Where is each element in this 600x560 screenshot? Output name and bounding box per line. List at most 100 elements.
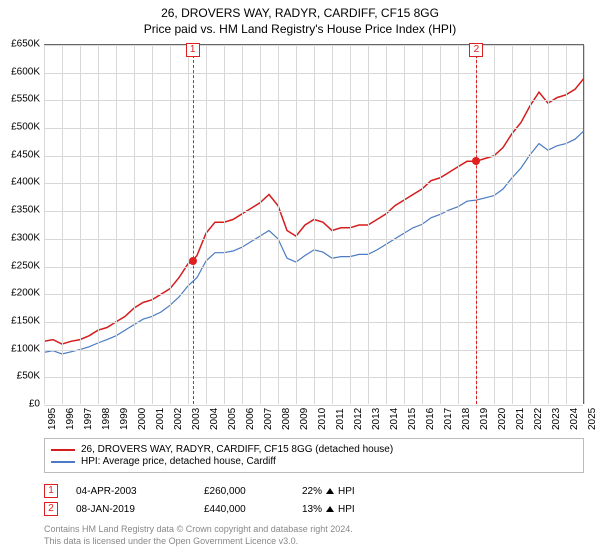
sale-price: £260,000 [204, 486, 284, 497]
chart-subtitle: Price paid vs. HM Land Registry's House … [0, 22, 600, 36]
gridline-v [368, 45, 369, 404]
sale-delta: 13% HPI [302, 504, 392, 515]
legend: 26, DROVERS WAY, RADYR, CARDIFF, CF15 8G… [44, 438, 584, 473]
x-axis-label: 2007 [263, 408, 274, 430]
x-axis-label: 1997 [83, 408, 94, 430]
gridline-v [134, 45, 135, 404]
gridline-v [98, 45, 99, 404]
footer-attribution: Contains HM Land Registry data © Crown c… [44, 524, 584, 547]
sale-marker-box: 1 [44, 484, 58, 498]
sale-marker-box: 2 [44, 502, 58, 516]
legend-item: 26, DROVERS WAY, RADYR, CARDIFF, CF15 8G… [51, 444, 577, 455]
gridline-v [296, 45, 297, 404]
legend-swatch [51, 449, 75, 451]
x-axis-label: 2010 [317, 408, 328, 430]
y-axis-label: £100K [11, 343, 40, 354]
sale-delta-vs: HPI [338, 504, 355, 515]
y-axis-label: £0 [29, 399, 40, 410]
y-axis-label: £550K [11, 94, 40, 105]
x-axis-label: 2000 [137, 408, 148, 430]
x-axis-label: 2025 [587, 408, 598, 430]
x-axis-label: 2018 [461, 408, 472, 430]
title-block: 26, DROVERS WAY, RADYR, CARDIFF, CF15 8G… [0, 0, 600, 40]
sale-date: 08-JAN-2019 [76, 504, 186, 515]
gridline-v [350, 45, 351, 404]
x-axis-label: 2020 [497, 408, 508, 430]
x-axis-label: 2019 [479, 408, 490, 430]
sale-marker-label: 1 [186, 43, 200, 57]
gridline-v [584, 45, 585, 404]
x-axis-label: 2006 [245, 408, 256, 430]
x-axis-label: 2012 [353, 408, 364, 430]
y-axis-label: £350K [11, 205, 40, 216]
y-axis-label: £300K [11, 232, 40, 243]
gridline-v [80, 45, 81, 404]
footer-line: This data is licensed under the Open Gov… [44, 536, 584, 548]
sale-row: 2 08-JAN-2019 £440,000 13% HPI [44, 502, 584, 516]
y-axis-label: £200K [11, 288, 40, 299]
y-axis-label: £600K [11, 66, 40, 77]
x-axis-label: 2001 [155, 408, 166, 430]
gridline-v [548, 45, 549, 404]
y-axis-label: £650K [11, 39, 40, 50]
x-axis-label: 2022 [533, 408, 544, 430]
chart-container: 26, DROVERS WAY, RADYR, CARDIFF, CF15 8G… [0, 0, 600, 560]
gridline-v [242, 45, 243, 404]
x-axis-label: 2014 [389, 408, 400, 430]
sale-row: 1 04-APR-2003 £260,000 22% HPI [44, 484, 584, 498]
footer-line: Contains HM Land Registry data © Crown c… [44, 524, 584, 536]
x-axis-labels: 1995199619971998199920002001200220032004… [44, 404, 584, 434]
x-axis-label: 2023 [551, 408, 562, 430]
gridline-v [206, 45, 207, 404]
y-axis-label: £150K [11, 315, 40, 326]
gridline-v [62, 45, 63, 404]
x-axis-label: 2011 [335, 408, 346, 430]
gridline-v [152, 45, 153, 404]
gridline-v [458, 45, 459, 404]
gridline-v [314, 45, 315, 404]
sale-price: £440,000 [204, 504, 284, 515]
sale-delta-vs: HPI [338, 486, 355, 497]
sale-date: 04-APR-2003 [76, 486, 186, 497]
legend-swatch [51, 461, 75, 463]
sales-table: 1 04-APR-2003 £260,000 22% HPI 2 08-JAN-… [44, 480, 584, 520]
x-axis-label: 1996 [65, 408, 76, 430]
gridline-v [422, 45, 423, 404]
arrow-up-icon [326, 506, 334, 512]
y-axis-labels: £0£50K£100K£150K£200K£250K£300K£350K£400… [0, 44, 42, 404]
y-axis-label: £450K [11, 149, 40, 160]
plot-area: 12 [44, 44, 584, 404]
gridline-v [116, 45, 117, 404]
sale-vline [476, 45, 477, 404]
x-axis-label: 2024 [569, 408, 580, 430]
sale-marker-dot [472, 157, 480, 165]
x-axis-label: 2021 [515, 408, 526, 430]
x-axis-label: 2002 [173, 408, 184, 430]
sale-vline [193, 45, 194, 404]
gridline-v [224, 45, 225, 404]
sale-delta: 22% HPI [302, 486, 392, 497]
sale-marker-dot [189, 257, 197, 265]
sale-delta-pct: 22% [302, 486, 322, 497]
gridline-v [332, 45, 333, 404]
x-axis-label: 2016 [425, 408, 436, 430]
gridline-v [188, 45, 189, 404]
y-axis-label: £500K [11, 122, 40, 133]
y-axis-label: £50K [17, 371, 40, 382]
x-axis-label: 2008 [281, 408, 292, 430]
x-axis-label: 1999 [119, 408, 130, 430]
gridline-v [494, 45, 495, 404]
sale-marker-label: 2 [469, 43, 483, 57]
x-axis-label: 2005 [227, 408, 238, 430]
gridline-v [260, 45, 261, 404]
x-axis-label: 2017 [443, 408, 454, 430]
legend-item: HPI: Average price, detached house, Card… [51, 456, 577, 467]
gridline-v [512, 45, 513, 404]
x-axis-label: 2013 [371, 408, 382, 430]
x-axis-label: 2003 [191, 408, 202, 430]
x-axis-label: 2009 [299, 408, 310, 430]
arrow-up-icon [326, 488, 334, 494]
gridline-v [566, 45, 567, 404]
y-axis-label: £250K [11, 260, 40, 271]
gridline-v [386, 45, 387, 404]
